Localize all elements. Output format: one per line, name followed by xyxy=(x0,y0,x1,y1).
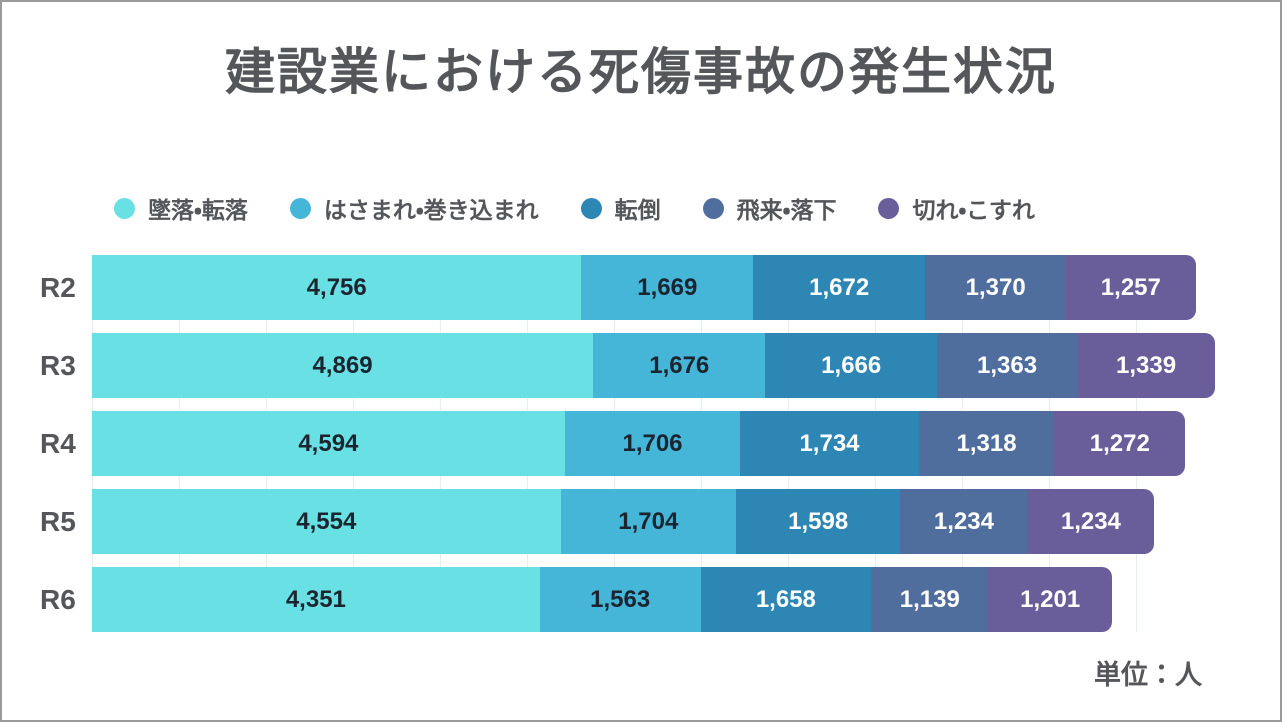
legend-item-3: 飛来・落下 xyxy=(702,191,837,225)
bar-segment: 4,554 xyxy=(92,489,561,554)
legend-dot-icon xyxy=(878,197,900,219)
bar-track: 4,756 1,669 1,672 1,370 1,257 xyxy=(92,255,1215,320)
bar-track: 4,594 1,706 1,734 1,318 1,272 xyxy=(92,411,1215,476)
bar-segment: 1,370 xyxy=(925,255,1067,320)
bar-track: 4,351 1,563 1,658 1,139 1,201 xyxy=(92,567,1215,632)
bar-segment: 1,272 xyxy=(1054,411,1186,476)
legend-label: 切れ・こすれ xyxy=(912,197,1035,223)
bar-segment: 1,658 xyxy=(700,567,872,632)
bar-segment: 1,706 xyxy=(564,411,741,476)
row-label: R6 xyxy=(40,583,76,615)
bar-segment: 1,666 xyxy=(765,333,937,398)
bar-row-R4: R4 4,594 1,706 1,734 1,318 1,272 xyxy=(2,411,1215,476)
bar-segment: 1,669 xyxy=(581,255,754,320)
page-title: 建設業における死傷事故の発生状況 xyxy=(225,44,1057,100)
legend-item-4: 切れ・こすれ xyxy=(878,191,1035,225)
bar-row-R5: R5 4,554 1,704 1,598 1,234 1,234 xyxy=(2,489,1215,554)
chart-legend: 墜落・転落 はさまれ・巻き込まれ 転倒 飛来・落下 切れ・こすれ xyxy=(114,191,1280,225)
bar-segment: 1,318 xyxy=(918,411,1055,476)
bar-segment: 1,139 xyxy=(871,567,989,632)
legend-dot-icon xyxy=(580,197,602,219)
bar-segment: 1,704 xyxy=(560,489,736,554)
bar-segment: 1,672 xyxy=(753,255,926,320)
bar-segment: 1,339 xyxy=(1077,333,1215,398)
bar-row-R3: R3 4,869 1,676 1,666 1,363 1,339 xyxy=(2,333,1215,398)
bar-segment: 1,734 xyxy=(740,411,919,476)
bar-row-R6: R6 4,351 1,563 1,658 1,139 1,201 xyxy=(2,567,1215,632)
bar-segment: 1,563 xyxy=(539,567,701,632)
bar-segment: 1,234 xyxy=(900,489,1028,554)
legend-item-2: 転倒 xyxy=(580,191,661,225)
chart-rows: R2 4,756 1,669 1,672 1,370 1,257 R3 4,869 1,676 1… xyxy=(2,255,1215,632)
legend-item-1: はさまれ・巻き込まれ xyxy=(289,191,539,225)
bar-segment: 4,594 xyxy=(92,411,565,476)
stacked-bar-chart: R2 4,756 1,669 1,672 1,370 1,257 R3 4,869 1,676 1… xyxy=(2,255,1215,632)
unit-note: 単位：人 xyxy=(1094,660,1202,690)
legend-label: 転倒 xyxy=(614,197,661,223)
bar-row-R2: R2 4,756 1,669 1,672 1,370 1,257 xyxy=(2,255,1215,320)
legend-dot-icon xyxy=(289,197,311,219)
row-label: R3 xyxy=(40,349,76,381)
bar-segment: 4,351 xyxy=(92,567,540,632)
legend-label: はさまれ・巻き込まれ xyxy=(323,197,539,223)
legend-dot-icon xyxy=(114,197,135,219)
bar-segment: 1,257 xyxy=(1066,255,1196,320)
bar-segment: 1,201 xyxy=(988,567,1112,632)
bar-segment: 1,234 xyxy=(1027,489,1155,554)
bar-segment: 1,676 xyxy=(593,333,766,398)
legend-dot-icon xyxy=(702,197,724,219)
bar-track: 4,554 1,704 1,598 1,234 1,234 xyxy=(92,489,1215,554)
bar-segment: 1,598 xyxy=(735,489,901,554)
row-label: R4 xyxy=(40,427,76,459)
legend-label: 飛来・落下 xyxy=(736,197,837,223)
legend-item-0: 墜落・転落 xyxy=(114,191,248,225)
row-label: R5 xyxy=(40,505,76,537)
legend-label: 墜落・転落 xyxy=(148,197,248,223)
row-label: R2 xyxy=(40,271,76,303)
bar-track: 4,869 1,676 1,666 1,363 1,339 xyxy=(92,333,1215,398)
bar-segment: 4,869 xyxy=(92,333,594,398)
bar-segment: 4,756 xyxy=(92,255,582,320)
bar-segment: 1,363 xyxy=(936,333,1078,398)
